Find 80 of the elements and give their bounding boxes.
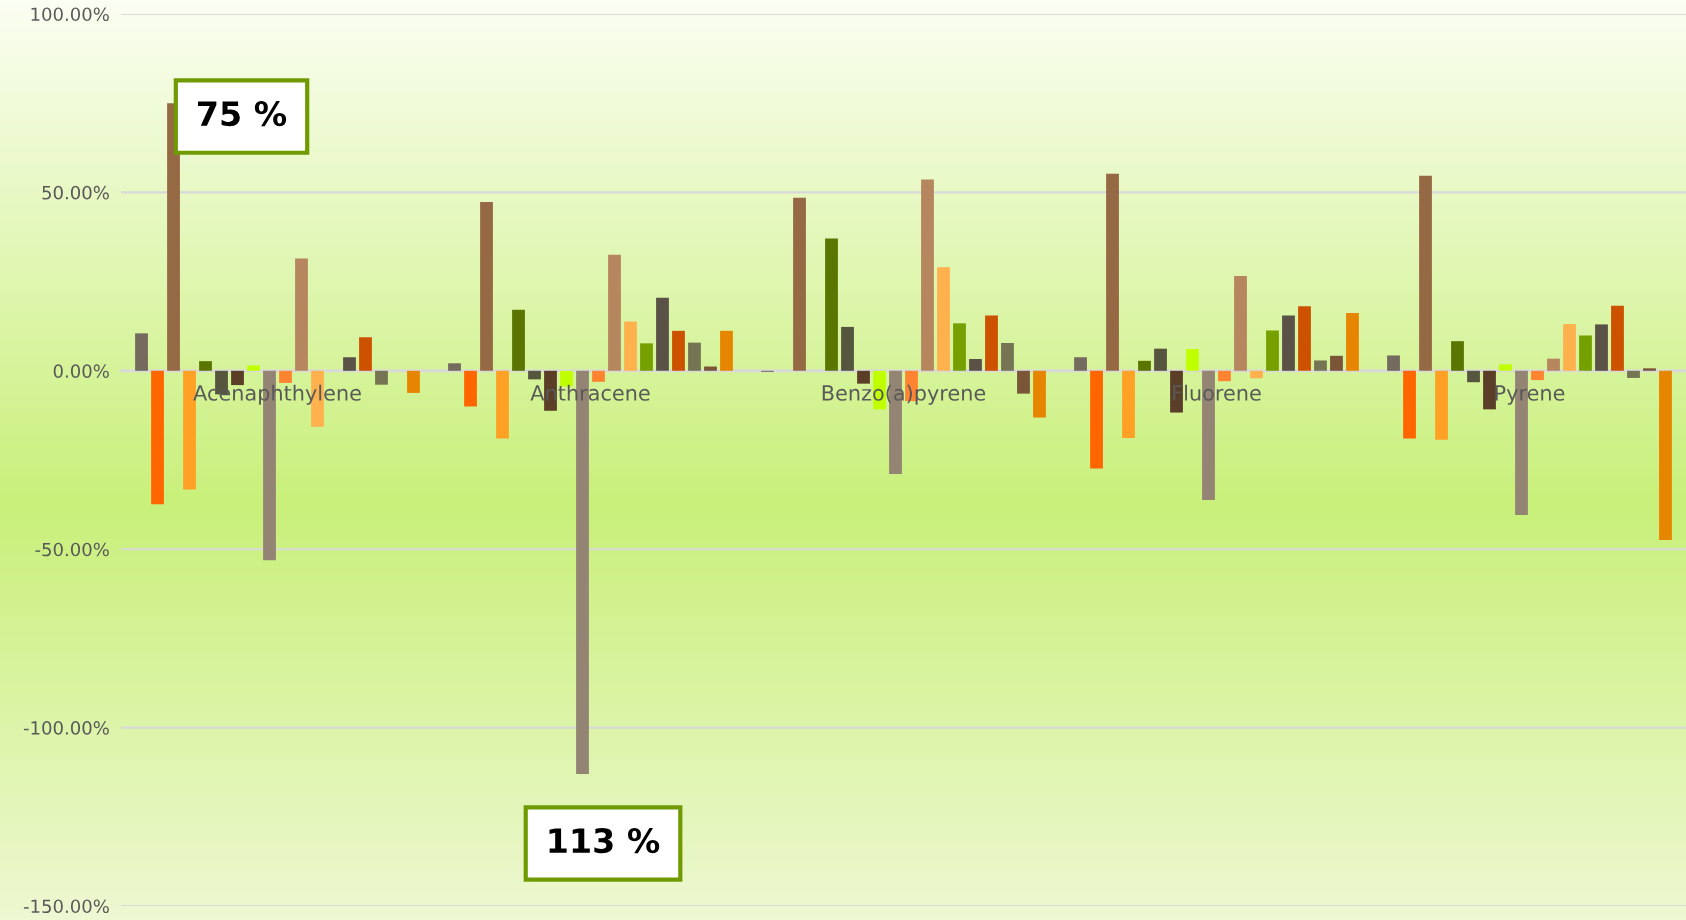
y-tick-label: -50.00% bbox=[35, 542, 109, 557]
y-tick-label: 50.00% bbox=[42, 185, 109, 200]
bar bbox=[1387, 355, 1400, 371]
bar bbox=[1090, 370, 1103, 469]
bar bbox=[279, 370, 292, 383]
bar bbox=[1499, 364, 1512, 371]
bar bbox=[512, 309, 525, 371]
bar bbox=[1643, 368, 1656, 371]
bar bbox=[295, 258, 308, 371]
annotation: 113 % bbox=[549, 828, 660, 854]
bar bbox=[1266, 330, 1279, 371]
bar bbox=[199, 361, 212, 371]
bar bbox=[1138, 360, 1151, 371]
y-tick-label: -150.00% bbox=[23, 899, 109, 914]
bar bbox=[720, 330, 733, 371]
bar bbox=[1595, 324, 1608, 371]
bar bbox=[1419, 175, 1432, 371]
bar bbox=[969, 359, 982, 371]
bar bbox=[1017, 370, 1030, 394]
bar bbox=[1563, 324, 1576, 371]
bar bbox=[1001, 342, 1014, 371]
bar bbox=[1154, 348, 1167, 371]
bar bbox=[1547, 358, 1560, 371]
bar bbox=[672, 330, 685, 371]
bar bbox=[1627, 370, 1640, 378]
bar bbox=[624, 321, 637, 371]
bar bbox=[985, 315, 998, 371]
bar bbox=[1346, 313, 1359, 371]
bar bbox=[921, 179, 934, 371]
bar bbox=[1186, 349, 1199, 371]
bar bbox=[592, 370, 605, 382]
bar bbox=[1122, 370, 1135, 438]
bar bbox=[167, 103, 180, 371]
bar bbox=[1033, 370, 1046, 418]
y-tick-label: -100.00% bbox=[23, 721, 109, 735]
bar bbox=[343, 357, 356, 371]
bar bbox=[1250, 370, 1263, 379]
bar bbox=[135, 333, 148, 371]
bar bbox=[375, 370, 388, 385]
bar bbox=[464, 370, 477, 407]
bar bbox=[857, 370, 870, 384]
bar bbox=[1234, 275, 1247, 371]
bar bbox=[528, 370, 541, 380]
bar bbox=[359, 337, 372, 371]
bar bbox=[1659, 370, 1672, 540]
bar bbox=[937, 267, 950, 371]
bar bbox=[407, 370, 420, 393]
bar bbox=[793, 197, 806, 371]
bar bbox=[1218, 370, 1231, 382]
bar bbox=[640, 343, 653, 371]
bar bbox=[247, 365, 260, 371]
bar bbox=[1579, 335, 1592, 371]
bar bbox=[1531, 370, 1544, 381]
y-tick-label: 0.00% bbox=[53, 364, 109, 378]
bar bbox=[1451, 341, 1464, 371]
bar bbox=[1282, 315, 1295, 371]
bar bbox=[1314, 360, 1327, 371]
bar bbox=[1330, 355, 1343, 371]
bar bbox=[1435, 370, 1448, 440]
bar bbox=[1298, 306, 1311, 371]
annotation: 75 % bbox=[198, 101, 287, 127]
bar bbox=[496, 370, 509, 439]
bar bbox=[608, 254, 621, 371]
bar bbox=[953, 323, 966, 371]
bar bbox=[448, 363, 461, 371]
bar bbox=[480, 202, 493, 371]
bar bbox=[231, 370, 244, 386]
bar bbox=[1074, 357, 1087, 371]
bar bbox=[704, 366, 717, 371]
bar bbox=[1611, 305, 1624, 371]
y-tick-label: 100.00% bbox=[31, 7, 109, 22]
bar bbox=[688, 342, 701, 371]
bar bbox=[1106, 173, 1119, 371]
bar bbox=[841, 326, 854, 371]
bar bbox=[151, 370, 164, 505]
bar bbox=[825, 238, 838, 371]
bar bbox=[1467, 370, 1480, 383]
bar bbox=[1403, 370, 1416, 439]
bar bbox=[656, 297, 669, 371]
bar bbox=[1483, 370, 1496, 410]
